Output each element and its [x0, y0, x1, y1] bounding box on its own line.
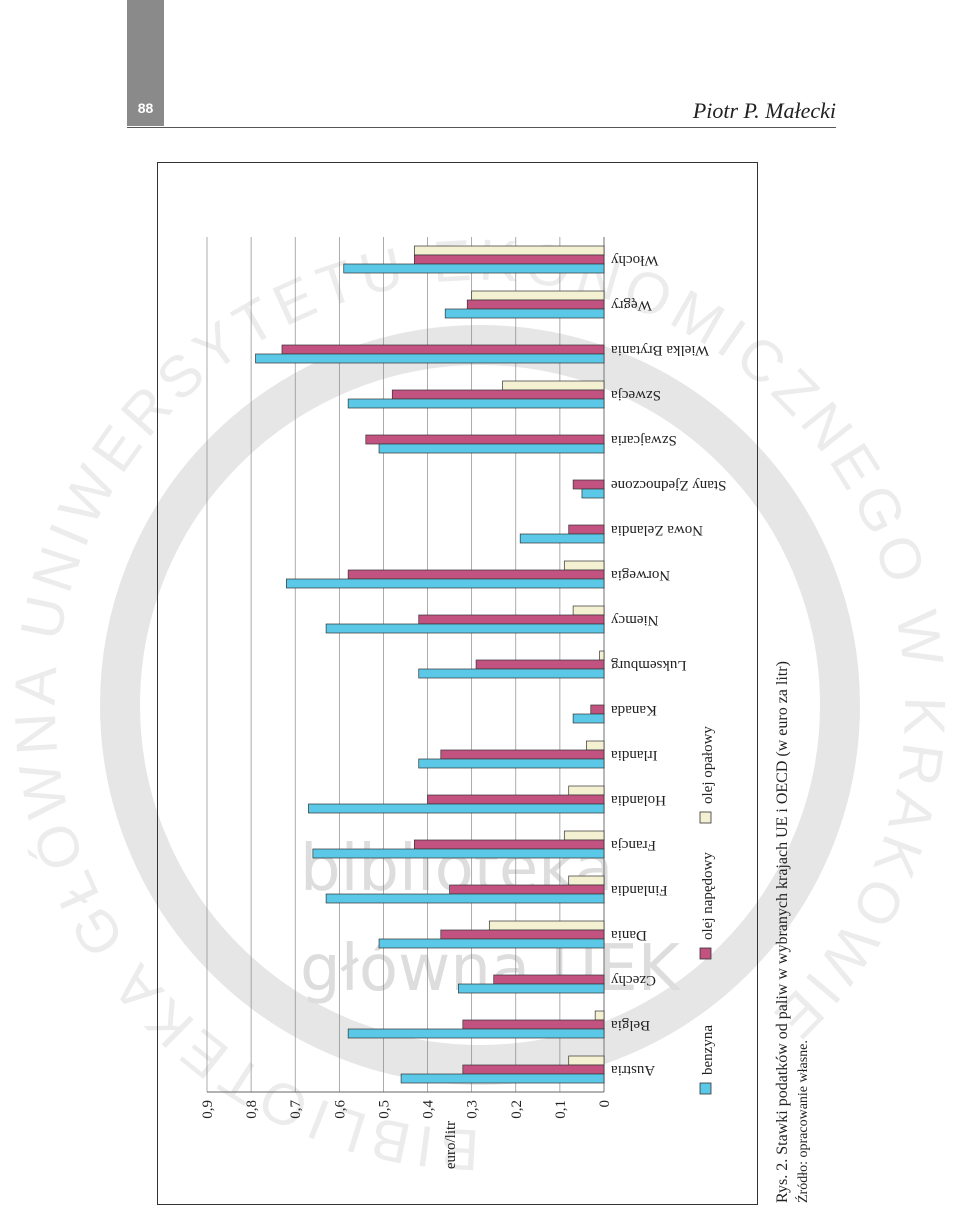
- bar-olej-opałowy: [563, 560, 605, 571]
- bar-olej-napędowy: [427, 794, 605, 805]
- bar-benzyna: [444, 308, 605, 319]
- bar-olej-opałowy: [471, 290, 605, 301]
- bar-olej-opałowy: [572, 605, 605, 616]
- header-author: Piotr P. Małecki: [692, 98, 836, 123]
- bar-olej-napędowy: [365, 434, 605, 445]
- bar-benzyna: [343, 263, 605, 274]
- category-label: Luksemburg: [611, 657, 687, 673]
- bar-olej-opałowy: [568, 875, 605, 886]
- bar-olej-napędowy: [466, 299, 605, 310]
- y-tick-label: 0,1: [553, 1100, 569, 1119]
- bar-olej-napędowy: [572, 479, 605, 490]
- bar-olej-opałowy: [563, 830, 605, 841]
- y-tick-label: 0,2: [509, 1100, 525, 1119]
- category-label: Kanada: [611, 702, 657, 718]
- category-label: Irlandia: [611, 747, 658, 763]
- bar-olej-opałowy: [502, 380, 605, 391]
- y-tick-label: 0,3: [465, 1100, 481, 1119]
- bar-olej-napędowy: [568, 524, 605, 535]
- category-label: Francja: [611, 837, 656, 853]
- bar-benzyna: [312, 848, 605, 859]
- y-tick-label: 0,7: [288, 1100, 304, 1119]
- bar-benzyna: [572, 713, 605, 724]
- bar-olej-opałowy: [586, 740, 605, 751]
- bar-olej-napędowy: [413, 839, 605, 850]
- bar-olej-opałowy: [568, 785, 605, 796]
- bar-benzyna: [418, 758, 605, 769]
- bar-benzyna: [325, 623, 605, 634]
- y-tick-label: 0,5: [376, 1100, 392, 1119]
- category-label: Włochy: [611, 252, 659, 268]
- y-tick-label: 0,4: [421, 1100, 437, 1119]
- legend-swatch-benzyna: [699, 1082, 712, 1095]
- figure-caption: Rys. 2. Stawki podatków od paliw w wybra…: [774, 661, 791, 1203]
- bar-olej-napędowy: [475, 659, 605, 670]
- bar-olej-napędowy: [413, 254, 605, 265]
- legend-swatch-olej-opałowy: [699, 811, 712, 824]
- y-tick-label: 0,9: [200, 1100, 216, 1119]
- bar-benzyna: [286, 578, 605, 589]
- bar-olej-napędowy: [590, 704, 605, 715]
- bar-benzyna: [458, 983, 605, 994]
- header-rule: [127, 127, 836, 128]
- category-label: Holandia: [611, 792, 666, 808]
- page-number: 88: [137, 100, 154, 116]
- bar-olej-opałowy: [568, 1055, 605, 1066]
- bar-benzyna: [581, 488, 605, 499]
- bar-benzyna: [347, 398, 605, 409]
- bar-olej-napędowy: [418, 614, 605, 625]
- figure-source: Źródło: opracowanie własne.: [796, 1040, 811, 1203]
- y-tick-label: 0: [597, 1100, 613, 1108]
- bar-olej-opałowy: [594, 1010, 605, 1021]
- bar-benzyna: [418, 668, 605, 679]
- category-label: Czechy: [611, 972, 656, 988]
- category-label: Finlandia: [611, 882, 668, 898]
- bar-olej-napędowy: [440, 749, 605, 760]
- bar-benzyna: [308, 803, 605, 814]
- bar-olej-opałowy: [413, 245, 605, 256]
- legend-label: olej opałowy: [700, 726, 716, 804]
- y-tick-label: 0,8: [244, 1100, 260, 1119]
- category-label: Belgia: [611, 1017, 650, 1033]
- legend-swatch-olej-napędowy: [699, 947, 712, 960]
- bar-olej-opałowy: [599, 650, 605, 661]
- bar-benzyna: [400, 1073, 605, 1084]
- bar-benzyna: [519, 533, 605, 544]
- bar-benzyna: [325, 893, 605, 904]
- bar-benzyna: [378, 938, 605, 949]
- category-label: Austria: [611, 1062, 656, 1078]
- bar-olej-napędowy: [347, 569, 605, 580]
- category-label: Stany Zjednoczone: [611, 477, 727, 493]
- bar-benzyna: [378, 443, 605, 454]
- chart-frame: [157, 162, 758, 1205]
- bar-olej-napędowy: [462, 1064, 605, 1075]
- category-label: Węgry: [611, 297, 652, 313]
- bar-olej-napędowy: [391, 389, 605, 400]
- bar-olej-napędowy: [493, 974, 605, 985]
- bar-olej-napędowy: [440, 929, 605, 940]
- category-label: Dania: [611, 927, 647, 943]
- bar-olej-napędowy: [281, 344, 605, 355]
- y-axis-title: euro/litr: [443, 1121, 459, 1169]
- category-label: Norwegia: [611, 567, 670, 583]
- category-label: Nowa Zelandia: [611, 522, 703, 538]
- category-label: Wielka Brytania: [611, 342, 709, 358]
- category-label: Szwecja: [611, 387, 661, 403]
- y-tick-label: 0,6: [332, 1100, 348, 1119]
- category-label: Szwajcaria: [611, 432, 677, 448]
- bar-benzyna: [255, 353, 605, 364]
- bar-olej-napędowy: [449, 884, 605, 895]
- legend-label: olej napędowy: [700, 852, 716, 940]
- bar-olej-napędowy: [462, 1019, 605, 1030]
- bar-benzyna: [347, 1028, 605, 1039]
- legend-label: benzyna: [700, 1025, 716, 1075]
- bar-olej-opałowy: [488, 920, 605, 931]
- category-label: Niemcy: [611, 612, 659, 628]
- page-number-block: [127, 0, 164, 126]
